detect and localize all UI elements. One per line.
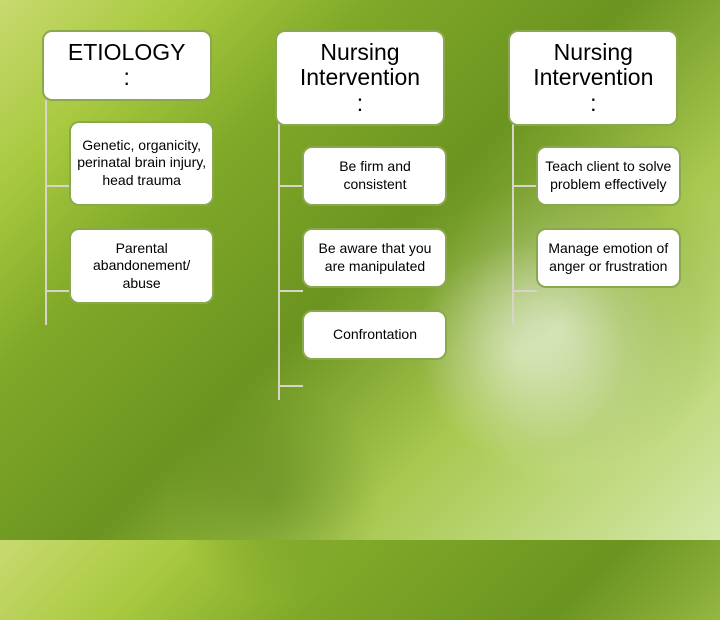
child-box: Parental abandonement/ abuse [69,228,214,305]
column-intervention-1: Nursing Intervention : Be firm and consi… [263,30,456,382]
bg-shape [150,370,400,620]
child-box: Be aware that you are manipulated [302,228,447,288]
child-box: Genetic, organicity, perinatal brain inj… [69,121,214,206]
diagram-columns: ETIOLOGY : Genetic, organicity, perinata… [0,0,720,382]
connector-hline [278,385,303,387]
column-etiology: ETIOLOGY : Genetic, organicity, perinata… [30,30,223,382]
connector-hline [45,290,70,292]
child-box: Be firm and consistent [302,146,447,206]
header-line2: Intervention [514,65,672,90]
connector-hline [512,185,537,187]
child-box: Teach client to solve problem effectivel… [536,146,681,206]
connector-hline [278,290,303,292]
header-line1: Nursing [514,40,672,65]
column-intervention-2: Nursing Intervention : Teach client to s… [497,30,690,382]
header-colon: : [48,65,206,90]
child-box: Confrontation [302,310,447,360]
child-box: Manage emotion of anger or frustration [536,228,681,288]
connector-vline [278,100,280,400]
header-intervention-1: Nursing Intervention : [275,30,445,126]
header-colon: : [514,91,672,116]
header-intervention-2: Nursing Intervention : [508,30,678,126]
header-line1: ETIOLOGY [48,40,206,65]
header-colon: : [281,91,439,116]
header-line2: Intervention [281,65,439,90]
connector-hline [45,185,70,187]
header-line1: Nursing [281,40,439,65]
header-etiology: ETIOLOGY : [42,30,212,101]
connector-hline [278,185,303,187]
connector-hline [512,290,537,292]
